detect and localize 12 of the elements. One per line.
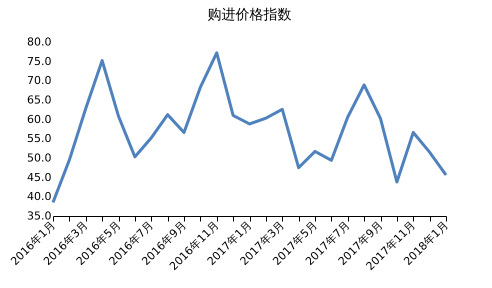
line-series bbox=[52, 51, 448, 204]
y-tick-label: 70.0 bbox=[27, 74, 52, 88]
y-tick-label: 60.0 bbox=[27, 112, 52, 126]
y-tick-label: 75.0 bbox=[27, 54, 52, 68]
y-tick-label: 55.0 bbox=[27, 132, 52, 146]
y-tick-label: 65.0 bbox=[27, 94, 52, 106]
y-tick-label: 35.0 bbox=[27, 210, 52, 222]
y-tick-label: 40.0 bbox=[27, 190, 52, 204]
y-tick-label: 80.0 bbox=[27, 36, 52, 48]
chart-title: 购进价格指数 bbox=[208, 7, 292, 23]
y-tick-label: 50.0 bbox=[27, 152, 52, 164]
y-tick-label: 45.0 bbox=[27, 170, 52, 184]
